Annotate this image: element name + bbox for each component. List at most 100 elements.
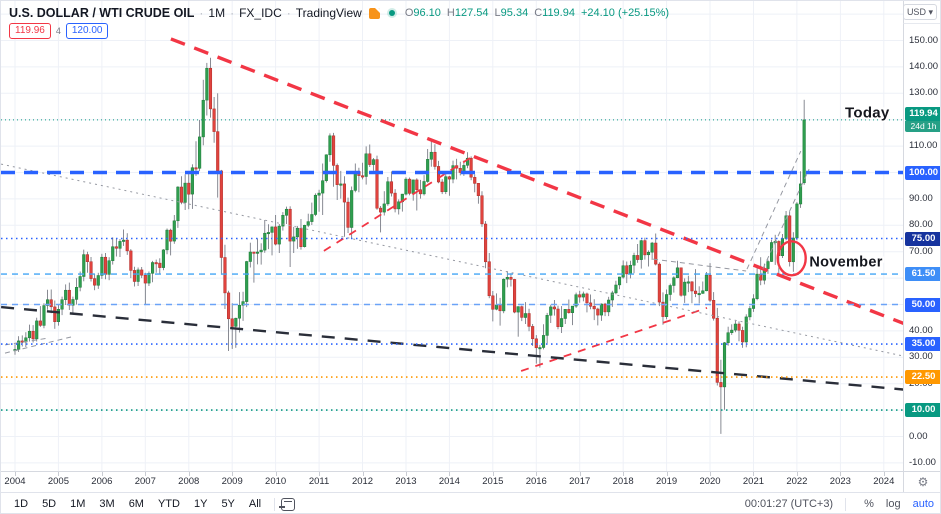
- year-label: 2004: [4, 476, 26, 487]
- level-price-badge[interactable]: 35.00: [905, 337, 940, 352]
- level-price-badge[interactable]: 10.00: [905, 403, 940, 418]
- time-tick: [449, 472, 451, 476]
- toolbar-right-group: 00:01:27 (UTC+3) % log auto: [744, 497, 934, 511]
- axis-settings-corner[interactable]: ⚙: [903, 471, 940, 492]
- year-label: 2020: [699, 476, 721, 487]
- chart-canvas[interactable]: Today November: [1, 1, 903, 471]
- high-label: H: [446, 7, 455, 19]
- date-range-buttons: 1D 5D 1M 3M 6M YTD 1Y 5Y All: [7, 496, 268, 512]
- svg-text:Today: Today: [845, 104, 890, 121]
- level-price-badge[interactable]: 75.00: [905, 231, 940, 246]
- time-tick: [883, 472, 885, 476]
- time-tick: [319, 472, 321, 476]
- year-label: 2021: [742, 476, 765, 487]
- price-tick-label: 70.00: [909, 245, 933, 257]
- year-label: 2005: [47, 476, 69, 487]
- level-price-badge[interactable]: 61.50: [905, 267, 940, 282]
- year-label: 2008: [178, 476, 200, 487]
- price-tick-label: 30.00: [909, 351, 933, 363]
- brand-label[interactable]: TradingView: [282, 6, 362, 20]
- symbol-title[interactable]: U.S. DOLLAR / WTI CRUDE OIL: [9, 6, 195, 20]
- range-button-1D[interactable]: 1D: [14, 498, 29, 510]
- level-price-badge[interactable]: 100.00: [905, 165, 940, 180]
- bottom-toolbar: 1D 5D 1M 3M 6M YTD 1Y 5Y All 00:01:27 (UTC+3) % …: [1, 492, 940, 513]
- toolbar-divider: [845, 497, 847, 511]
- year-label: 2024: [873, 476, 895, 487]
- price-tick-label: 0.00: [909, 430, 928, 442]
- gear-icon[interactable]: ⚙: [917, 475, 929, 489]
- time-tick: [710, 472, 712, 476]
- time-tick: [362, 472, 364, 476]
- price-tick-label: 80.00: [909, 219, 933, 231]
- year-label: 2011: [308, 476, 330, 487]
- price-tick-label: 140.00: [909, 60, 939, 72]
- year-label: 2006: [91, 476, 113, 487]
- low-value: 95.34: [500, 7, 529, 19]
- price-axis[interactable]: 160.00150.00140.00130.00110.0090.0080.00…: [903, 1, 940, 471]
- time-tick: [840, 472, 842, 476]
- svg-text:November: November: [809, 255, 882, 271]
- time-axis[interactable]: 2004 2005 2006 2007 2008 2009 2010 2011 2012 2013…: [1, 471, 903, 492]
- year-label: 2010: [265, 476, 287, 487]
- level-price-badge[interactable]: 50.00: [905, 297, 940, 312]
- chevron-down-icon: ▾: [928, 7, 933, 17]
- year-label: 2017: [569, 476, 591, 487]
- year-label: 2022: [786, 476, 808, 487]
- time-tick: [492, 472, 494, 476]
- range-button-5D[interactable]: 5D: [42, 498, 57, 510]
- spread-value: 4: [55, 26, 61, 36]
- time-tick: [536, 472, 538, 476]
- year-label: 2013: [395, 476, 417, 487]
- year-label: 2014: [438, 476, 460, 487]
- alert-price-chip-red[interactable]: 119.96: [9, 23, 51, 39]
- ohlc-readout: O96.10 H127.54 L95.34 C119.94 +24.10 (+2…: [405, 7, 669, 19]
- price-tick-label: 150.00: [909, 34, 939, 46]
- range-button-1Y[interactable]: 1Y: [193, 498, 208, 510]
- log-scale-toggle[interactable]: log: [885, 498, 901, 510]
- close-label: C: [534, 7, 543, 19]
- time-tick: [666, 472, 668, 476]
- change-value: +24.10 (+25.15%): [580, 7, 670, 19]
- year-label: 2016: [525, 476, 547, 487]
- auto-scale-toggle[interactable]: auto: [912, 498, 934, 510]
- range-button-6M[interactable]: 6M: [128, 498, 144, 510]
- year-label: 2009: [221, 476, 243, 487]
- time-tick: [145, 472, 147, 476]
- price-alert-row: 119.96 4 120.00: [9, 23, 109, 39]
- go-to-date-icon[interactable]: [279, 497, 296, 511]
- range-button-YTD[interactable]: YTD: [157, 498, 180, 510]
- feed-label[interactable]: FX_IDC: [225, 6, 282, 20]
- price-tick-label: 110.00: [909, 140, 938, 152]
- range-button-All[interactable]: All: [248, 498, 262, 510]
- time-tick: [753, 472, 755, 476]
- price-chart-svg[interactable]: Today November: [1, 1, 903, 471]
- clock-label[interactable]: 00:01:27 (UTC+3): [744, 498, 834, 510]
- year-label: 2019: [656, 476, 678, 487]
- range-button-1M[interactable]: 1M: [70, 498, 86, 510]
- percent-scale-toggle[interactable]: %: [864, 498, 874, 510]
- last-price-badge[interactable]: 119.94 24d 1h: [905, 106, 940, 132]
- bar-countdown: 24d 1h: [905, 120, 940, 132]
- exchange-logo-icon: [368, 7, 380, 19]
- currency-selector-button[interactable]: USD ▾: [902, 4, 937, 20]
- time-tick: [58, 472, 60, 476]
- level-price-badge[interactable]: 22.50: [905, 370, 940, 385]
- range-button-3M[interactable]: 3M: [99, 498, 115, 510]
- open-value: 96.10: [413, 7, 441, 19]
- toolbar-divider: [274, 497, 276, 511]
- interval-label[interactable]: 1M: [194, 6, 225, 20]
- close-value: 119.94: [542, 7, 575, 19]
- market-status-dot-icon[interactable]: [388, 10, 395, 16]
- time-tick: [796, 472, 798, 476]
- time-tick: [15, 472, 16, 476]
- open-label: O: [404, 7, 414, 19]
- range-button-5Y[interactable]: 5Y: [221, 498, 235, 510]
- time-tick: [101, 472, 103, 476]
- low-label: L: [494, 7, 501, 19]
- price-tick-label: 130.00: [909, 87, 939, 99]
- alert-price-chip-blue[interactable]: 120.00: [65, 23, 109, 39]
- year-label: 2018: [612, 476, 634, 487]
- high-value: 127.54: [454, 7, 489, 19]
- price-tick-label: 40.00: [909, 324, 933, 336]
